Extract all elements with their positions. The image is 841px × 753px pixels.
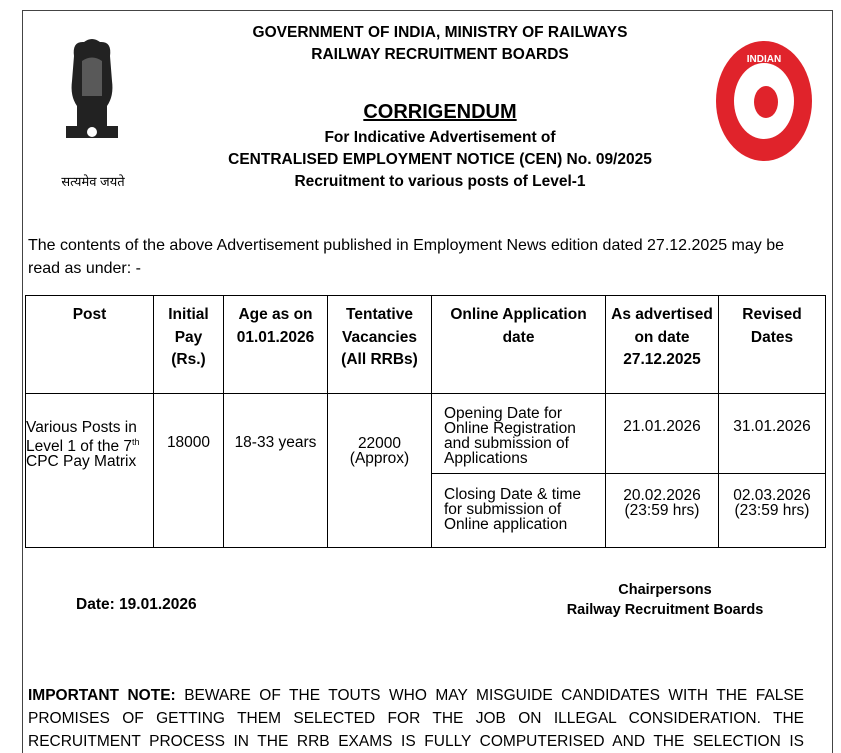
subtitle-1: For Indicative Advertisement of (324, 129, 556, 146)
closing-revised: 02.03.2026 (23:59 hrs) (718, 473, 826, 548)
signatory-title: Chairpersons (618, 582, 712, 598)
header-boards: RAILWAY RECRUITMENT BOARDS (311, 46, 569, 63)
opening-advertised: 21.01.2026 (605, 393, 719, 474)
vacancy-table: Post Initial Pay (Rs.) Age as on 01.01.2… (25, 295, 826, 548)
vacancies-note: (Approx) (349, 450, 410, 467)
indian-railways-logo: INDIAN (714, 40, 814, 167)
opening-revised: 31.01.2026 (718, 393, 826, 474)
vacancies-cell: 22000 (Approx) (327, 393, 432, 548)
closing-label: Closing Date & time for submission of On… (431, 473, 606, 548)
document-title: CORRIGENDUM (363, 101, 517, 123)
post-text-end: CPC Pay Matrix (26, 453, 137, 471)
col-header-revised: Revised Dates (718, 295, 826, 394)
post-text: Various Posts in Level 1 of the 7 (26, 419, 137, 456)
notice-date: Date: 19.01.2026 (76, 596, 197, 613)
post-sup: th (132, 437, 140, 447)
signatory-org: Railway Recruitment Boards (566, 602, 764, 618)
col-header-age: Age as on 01.01.2026 (223, 295, 328, 394)
post-cell: Various Posts in Level 1 of the 7th CPC … (25, 393, 154, 548)
emblem-motto: सत्यमेव जयते (61, 174, 125, 189)
important-note-text: BEWARE OF THE TOUTS WHO MAY MISGUIDE CAN… (28, 687, 804, 750)
ashoka-emblem-icon (66, 39, 118, 138)
vacancies-value: 22000 (357, 435, 402, 452)
opening-label: Opening Date for Online Registration and… (431, 393, 606, 474)
important-note: IMPORTANT NOTE: BEWARE OF THE TOUTS WHO … (28, 684, 804, 753)
intro-paragraph: The contents of the above Advertisement … (28, 237, 785, 277)
svg-text:INDIAN: INDIAN (747, 54, 781, 65)
important-note-label: IMPORTANT NOTE: (28, 687, 176, 704)
ashoka-emblem: सत्यमेव जयते (52, 36, 132, 189)
col-header-vacancies: Tentative Vacancies (All RRBs) (327, 295, 432, 394)
closing-advertised-date: 20.02.2026 (623, 487, 701, 504)
closing-revised-time: (23:59 hrs) (734, 502, 810, 519)
closing-revised-date: 02.03.2026 (733, 487, 811, 504)
col-header-application-date: Online Application date (431, 295, 606, 394)
page-border (22, 10, 833, 753)
subtitle-3: Recruitment to various posts of Level-1 (294, 173, 586, 190)
header-ministry: GOVERNMENT OF INDIA, MINISTRY OF RAILWAY… (252, 24, 628, 41)
col-header-post: Post (25, 295, 154, 394)
indian-railways-logo-icon: INDIAN (716, 41, 812, 161)
pay-cell: 18000 (153, 393, 224, 548)
col-header-advertised: As advertised on date 27.12.2025 (605, 295, 719, 394)
age-cell: 18-33 years (223, 393, 328, 548)
closing-advertised-time: (23:59 hrs) (624, 502, 700, 519)
closing-advertised: 20.02.2026 (23:59 hrs) (605, 473, 719, 548)
subtitle-2: CENTRALISED EMPLOYMENT NOTICE (CEN) No. … (228, 151, 652, 168)
col-header-pay: Initial Pay (Rs.) (153, 295, 224, 394)
